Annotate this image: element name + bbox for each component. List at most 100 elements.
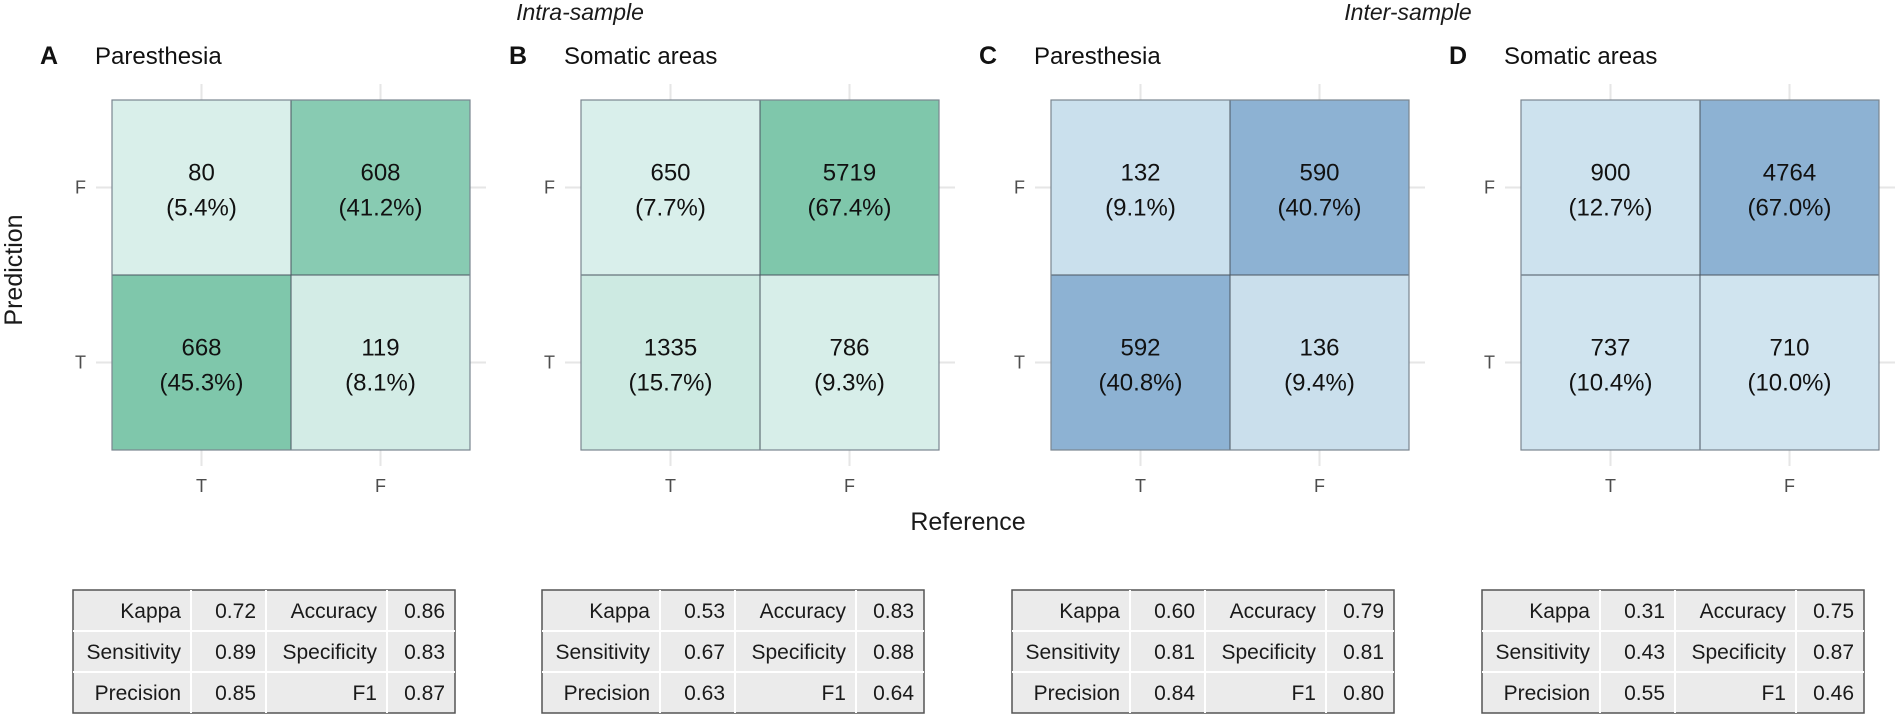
panel-letter: A [40,42,58,70]
heatmap-cell [290,99,471,276]
metric-value: 0.75 [1813,600,1854,623]
metric-label: Precision [95,682,181,705]
metric-label: Accuracy [291,600,378,623]
y-tick-label: F [1014,178,1025,198]
metric-value: 0.81 [1343,641,1384,664]
x-tick-label: T [196,476,207,496]
panel-title: Somatic areas [564,43,717,70]
metric-value: 0.88 [873,641,914,664]
panel-letter: C [979,42,997,70]
metric-value: 0.83 [873,600,914,623]
metric-value: 0.79 [1343,600,1384,623]
heatmap-cell [580,99,761,276]
metric-value: 0.43 [1624,641,1665,664]
cell-count: 608 [360,160,400,187]
metrics-table-bg [72,589,456,714]
heatmap-cell [1050,274,1231,451]
metric-value: 0.83 [404,641,445,664]
metric-label: Specificity [282,641,377,664]
metric-label: F1 [1761,682,1786,705]
metric-label: Kappa [589,600,650,623]
y-tick-label: T [1014,353,1025,373]
heatmap-cell [580,274,761,451]
metric-value: 0.55 [1624,682,1665,705]
metric-label: Precision [1504,682,1590,705]
cell-count: 900 [1590,160,1630,187]
metric-value: 0.63 [684,682,725,705]
metrics-table-bg [1011,589,1395,714]
heatmap-border [1050,99,1410,451]
group-label-inter: Inter-sample [1344,0,1471,25]
panel-c: C Paresthesia 132 (9.1%) 590 (40.7%) 592 (40.8%… [979,42,1425,714]
cell-count: 786 [829,335,869,362]
cell-percent: (67.4%) [807,195,891,222]
metrics-table: Kappa 0.60 Accuracy 0.79 Sensitivity 0.81 Spec… [1011,589,1395,714]
cell-percent: (15.7%) [628,370,712,397]
cell-percent: (40.7%) [1277,195,1361,222]
cell-percent: (7.7%) [635,195,706,222]
x-tick-label: F [844,476,855,496]
heatmap-cell [1229,274,1410,451]
metric-label: Specificity [751,641,846,664]
cell-percent: (41.2%) [338,195,422,222]
panel-letter: D [1449,42,1467,70]
heatmap-cell [1699,274,1880,451]
cell-count: 5719 [823,160,876,187]
metric-label: Sensitivity [1495,641,1590,664]
metric-label: Precision [1034,682,1120,705]
heatmap-cell [290,274,471,451]
cell-count: 132 [1120,160,1160,187]
y-tick-label: F [1484,178,1495,198]
metrics-table: Kappa 0.53 Accuracy 0.83 Sensitivity 0.67 Spec… [541,589,925,714]
y-tick-label: T [544,353,555,373]
metric-label: Accuracy [1230,600,1317,623]
metric-value: 0.81 [1154,641,1195,664]
cell-percent: (12.7%) [1568,195,1652,222]
cell-percent: (5.4%) [166,195,237,222]
panel-b: B Somatic areas 650 (7.7%) 5719 (67.4%) 1335 (1… [509,42,955,714]
metric-label: F1 [352,682,377,705]
cell-percent: (40.8%) [1098,370,1182,397]
metric-value: 0.86 [404,600,445,623]
heatmap-border [580,99,940,451]
x-tick-label: T [665,476,676,496]
metric-label: Accuracy [1700,600,1787,623]
metrics-table: Kappa 0.72 Accuracy 0.86 Sensitivity 0.89 Spec… [72,589,456,714]
x-tick-label: F [375,476,386,496]
metric-label: Specificity [1691,641,1786,664]
x-tick-label: T [1135,476,1146,496]
heatmap-cell [1050,99,1231,276]
heatmap-cell [1699,99,1880,276]
panel-a: A Paresthesia 80 (5.4%) 608 (41.2%) 668 (45.3%)… [40,42,486,714]
metric-label: Kappa [1059,600,1120,623]
metric-label: Kappa [120,600,181,623]
metric-label: Precision [564,682,650,705]
heatmap-cell [1520,99,1701,276]
metric-value: 0.53 [684,600,725,623]
y-tick-label: F [75,178,86,198]
metric-label: Sensitivity [1025,641,1120,664]
metric-value: 0.87 [404,682,445,705]
heatmap-cell [759,274,940,451]
metric-label: Accuracy [760,600,847,623]
metric-label: Kappa [1529,600,1590,623]
metric-label: Sensitivity [555,641,650,664]
metric-value: 0.31 [1624,600,1665,623]
y-axis-title: Prediction [0,214,28,325]
metrics-table-bg [1481,589,1865,714]
heatmap-border [111,99,471,451]
x-axis-title: Reference [910,508,1025,536]
cell-count: 737 [1590,335,1630,362]
y-tick-label: T [75,353,86,373]
panel-letter: B [509,42,527,70]
cell-count: 136 [1299,335,1339,362]
metric-value: 0.64 [873,682,914,705]
metric-value: 0.84 [1154,682,1195,705]
cell-percent: (10.4%) [1568,370,1652,397]
cell-percent: (8.1%) [345,370,416,397]
cell-percent: (10.0%) [1747,370,1831,397]
cell-count: 119 [361,335,399,362]
metric-value: 0.80 [1343,682,1384,705]
metric-label: F1 [1291,682,1316,705]
cell-count: 710 [1769,335,1809,362]
